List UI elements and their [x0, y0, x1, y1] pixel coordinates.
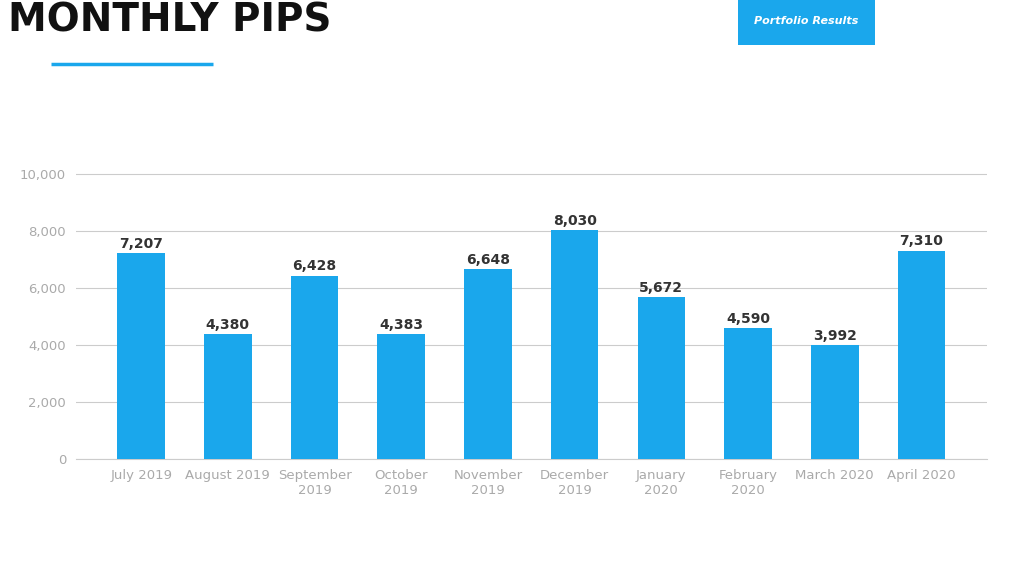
Bar	[637, 297, 684, 459]
Text: 8,030: 8,030	[552, 214, 596, 227]
Text: 7,310: 7,310	[899, 234, 942, 249]
Bar	[204, 334, 252, 459]
Text: Plans & Pricing: Plans & Pricing	[348, 15, 443, 26]
Text: MONTHLY PIPS: MONTHLY PIPS	[8, 2, 332, 39]
Text: 4,383: 4,383	[379, 317, 423, 332]
Bar	[724, 328, 771, 459]
Text: Home: Home	[241, 15, 276, 26]
Bar	[897, 251, 944, 459]
Text: 3,992: 3,992	[812, 329, 856, 343]
Bar	[464, 270, 512, 459]
Text: 7,207: 7,207	[119, 237, 163, 251]
Text: 4,380: 4,380	[205, 317, 250, 332]
Text: 5,672: 5,672	[639, 281, 682, 295]
Text: 6,428: 6,428	[292, 259, 337, 274]
Bar	[550, 230, 598, 459]
Bar	[377, 334, 425, 459]
Bar	[290, 276, 338, 459]
Text: How we work: How we work	[627, 15, 711, 26]
Text: 6,648: 6,648	[465, 253, 510, 267]
Text: 4,590: 4,590	[725, 312, 769, 326]
Bar	[117, 254, 165, 459]
Bar	[810, 345, 857, 459]
Text: What is Forex?: What is Forex?	[486, 15, 578, 26]
Text: Portfolio Results: Portfolio Results	[753, 15, 858, 26]
Text: Recommended Broker: Recommended Broker	[874, 15, 1011, 26]
Bar	[737, 0, 875, 45]
